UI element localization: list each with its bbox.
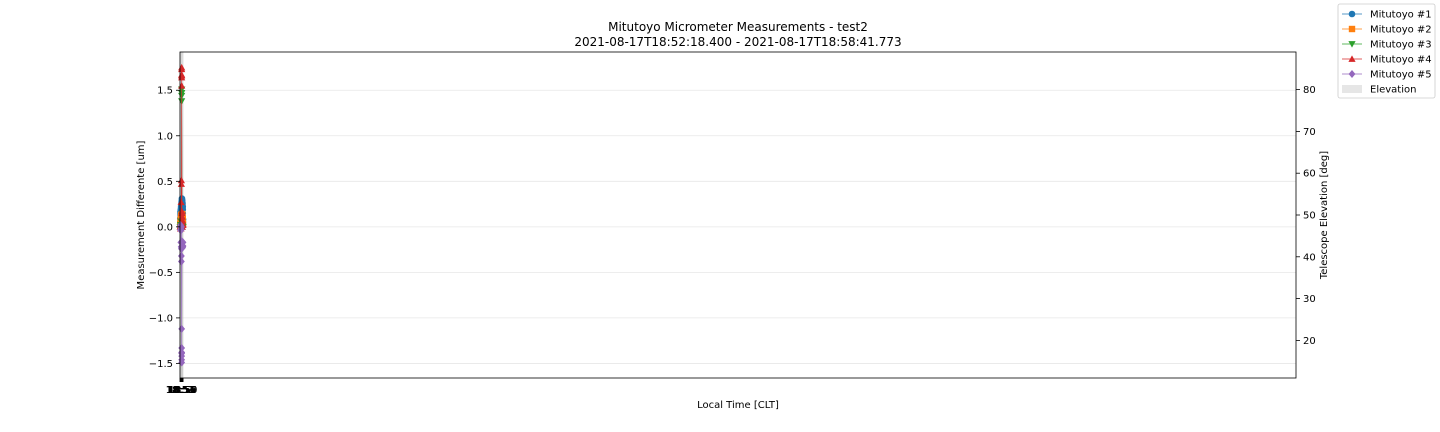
legend-item: Mitutoyo #5 <box>1342 70 1432 81</box>
legend-marker <box>1348 55 1356 62</box>
legend-item: Mitutoyo #3 <box>1342 40 1432 51</box>
data-point <box>177 176 185 184</box>
data-point <box>178 82 186 89</box>
x-tick-label: 18:55 <box>167 385 196 396</box>
legend-label: Mitutoyo #5 <box>1370 70 1432 81</box>
y2-axis-label: Telescope Elevation [deg] <box>1319 151 1330 280</box>
data-point <box>178 72 186 79</box>
data-point <box>178 343 186 352</box>
y-tick-label: 0.0 <box>157 222 173 233</box>
elevation-area-layer <box>180 77 184 379</box>
legend-marker <box>1348 10 1356 18</box>
legend-marker <box>1348 25 1356 33</box>
x-tick-label: 18:52 <box>166 385 195 396</box>
y-tick-label: −1.5 <box>149 359 173 370</box>
legend-marker <box>1348 41 1356 48</box>
x-tick-label: 18:59 <box>169 385 198 396</box>
data-point <box>177 251 185 260</box>
data-point <box>178 213 186 220</box>
x-axis-label: Local Time [CLT] <box>697 400 779 411</box>
plot-frame <box>179 51 1297 379</box>
legend-label: Mitutoyo #3 <box>1370 40 1432 51</box>
y2-tick-label: 40 <box>1303 252 1316 263</box>
data-point <box>178 352 186 361</box>
legend-item: Elevation <box>1342 85 1416 96</box>
y-tick-label: −0.5 <box>149 268 173 279</box>
series-5 <box>176 221 187 367</box>
y2-tick-label: 20 <box>1303 336 1316 347</box>
y-tick-label: 1.0 <box>157 131 173 142</box>
data-point <box>179 238 187 247</box>
y-tick-label: 1.5 <box>157 86 173 97</box>
y-tick-label: 0.5 <box>157 177 173 188</box>
legend-swatch <box>1342 85 1362 93</box>
grid-lines <box>179 52 1296 378</box>
legend-label: Mitutoyo #1 <box>1370 10 1432 21</box>
legend-box <box>1337 3 1436 99</box>
chart-subtitle: 2021-08-17T18:52:18.400 - 2021-08-17T18:… <box>574 35 901 49</box>
y2-tick-label: 80 <box>1303 85 1316 96</box>
legend-label: Mitutoyo #4 <box>1370 55 1432 66</box>
y-tick-label: −1.0 <box>149 313 173 324</box>
legend: Mitutoyo #1 Mitutoyo #2 Mitutoyo #3 Mitutoy… <box>1337 3 1436 99</box>
y2-tick-label: 60 <box>1303 169 1316 180</box>
data-point <box>178 63 186 71</box>
elevation-area <box>180 77 184 379</box>
x-tick-label: 18:54 <box>166 385 195 396</box>
legend-item: Mitutoyo #2 <box>1342 25 1432 36</box>
x-tick-label: 18:58 <box>168 385 197 396</box>
y2-tick-label: 30 <box>1303 294 1316 305</box>
data-point <box>178 324 186 333</box>
data-point <box>177 180 185 187</box>
axis-ticks: 18:5218:5318:5418:5518:5618:5718:5818:59… <box>149 85 1316 396</box>
legend-label: Mitutoyo #2 <box>1370 25 1432 36</box>
data-point <box>178 358 186 367</box>
legend-item: Mitutoyo #4 <box>1342 55 1432 66</box>
x-tick-label: 18:57 <box>168 385 197 396</box>
y2-tick-label: 70 <box>1303 127 1316 138</box>
x-tick-label: 18:56 <box>167 385 196 396</box>
data-point <box>177 257 185 266</box>
series-layer <box>176 63 187 367</box>
legend-label: Elevation <box>1370 85 1416 96</box>
data-point <box>177 225 185 234</box>
data-point <box>177 198 185 206</box>
x-tick-label: 18:53 <box>166 385 195 396</box>
y-axis-label: Measurement Differente [um] <box>136 140 147 289</box>
legend-marker <box>1348 70 1356 78</box>
chart-title: Mitutoyo Micrometer Measurements - test2 <box>608 20 868 34</box>
legend-item: Mitutoyo #1 <box>1342 10 1432 21</box>
y2-tick-label: 50 <box>1303 211 1316 222</box>
